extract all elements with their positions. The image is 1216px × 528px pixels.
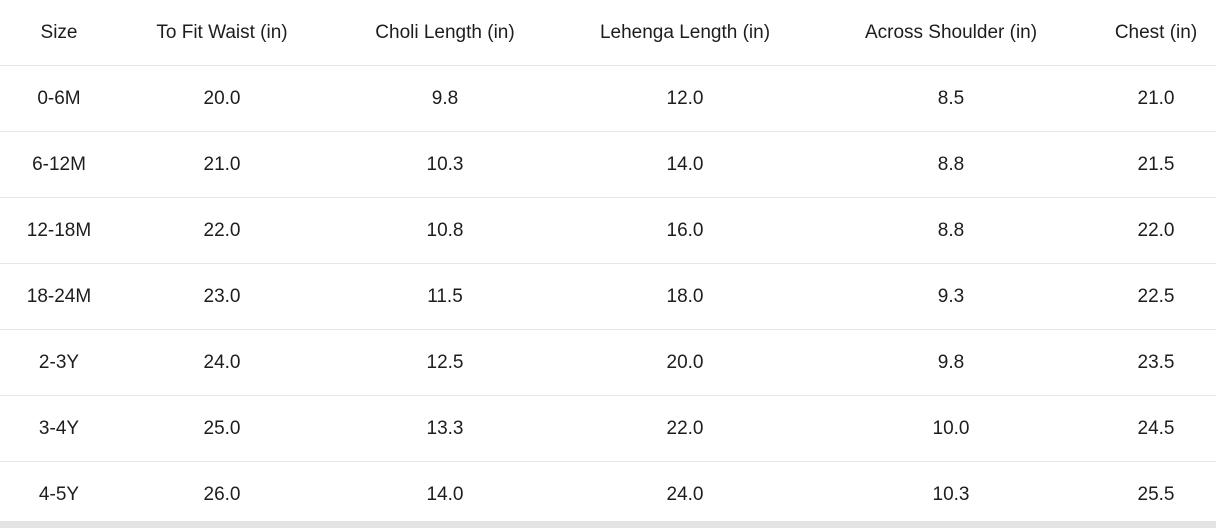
size-cell: 6-12M	[0, 131, 118, 198]
value-cell: 10.3	[326, 131, 564, 198]
value-cell: 22.0	[118, 197, 326, 264]
size-cell: 12-18M	[0, 197, 118, 264]
value-cell: 13.3	[326, 395, 564, 462]
value-cell: 12.0	[564, 65, 806, 132]
value-cell: 23.5	[1096, 329, 1216, 396]
table-row: 12-18M 22.0 10.8 16.0 8.8 22.0	[0, 197, 1216, 264]
value-cell: 25.0	[118, 395, 326, 462]
column-header: Across Shoulder (in)	[806, 0, 1096, 66]
column-header: To Fit Waist (in)	[118, 0, 326, 66]
value-cell: 10.8	[326, 197, 564, 264]
value-cell: 12.5	[326, 329, 564, 396]
value-cell: 18.0	[564, 263, 806, 330]
value-cell: 9.8	[326, 65, 564, 132]
value-cell: 24.5	[1096, 395, 1216, 462]
value-cell: 16.0	[564, 197, 806, 264]
value-cell: 21.0	[118, 131, 326, 198]
header-row: Size To Fit Waist (in) Choli Length (in) Le…	[0, 0, 1216, 66]
value-cell: 24.0	[666, 483, 704, 505]
value-cell: 11.5	[326, 263, 564, 330]
table-row: 18-24M 23.0 11.5 18.0 9.3 22.5	[0, 263, 1216, 330]
table-row: 6-12M 21.0 10.3 14.0 8.8 21.5	[0, 131, 1216, 198]
value-cell: 24.0	[118, 329, 326, 396]
value-cell: 14.0	[426, 483, 464, 505]
value-cell: 10.3	[932, 483, 970, 505]
value-cell: 9.3	[806, 263, 1096, 330]
value-cell: 21.0	[1096, 65, 1216, 132]
value-cell: 23.0	[118, 263, 326, 330]
value-cell: 8.8	[806, 197, 1096, 264]
table-row: 4-5Y 26.0 14.0 24.0 10.3 25.5	[0, 462, 1216, 528]
value-cell: 8.5	[806, 65, 1096, 132]
table-row: 3-4Y 25.0 13.3 22.0 10.0 24.5	[0, 395, 1216, 462]
column-header: Size	[0, 0, 118, 66]
table-row: 2-3Y 24.0 12.5 20.0 9.8 23.5	[0, 329, 1216, 396]
size-cell: 3-4Y	[0, 395, 118, 462]
value-cell: 20.0	[118, 65, 326, 132]
column-header: Chest (in)	[1096, 0, 1216, 66]
column-header: Choli Length (in)	[326, 0, 564, 66]
value-cell: 22.5	[1096, 263, 1216, 330]
size-cell: 18-24M	[0, 263, 118, 330]
value-cell: 14.0	[564, 131, 806, 198]
column-header: Lehenga Length (in)	[564, 0, 806, 66]
size-cell: 0-6M	[0, 65, 118, 132]
value-cell: 9.8	[806, 329, 1096, 396]
value-cell: 10.0	[806, 395, 1096, 462]
table-body: 0-6M 20.0 9.8 12.0 8.5 21.0 6-12M 21.0 10.3 14.0 8…	[0, 65, 1216, 528]
value-cell: 22.0	[1096, 197, 1216, 264]
value-cell: 22.0	[564, 395, 806, 462]
value-cell: 25.5	[1137, 483, 1175, 505]
table-row: 0-6M 20.0 9.8 12.0 8.5 21.0	[0, 65, 1216, 132]
size-cell: 2-3Y	[0, 329, 118, 396]
value-cell: 20.0	[564, 329, 806, 396]
value-cell: 8.8	[806, 131, 1096, 198]
horizontal-scrollbar[interactable]	[0, 521, 1216, 528]
value-cell: 21.5	[1096, 131, 1216, 198]
value-cell: 26.0	[203, 483, 241, 505]
size-cell: 4-5Y	[38, 483, 80, 505]
